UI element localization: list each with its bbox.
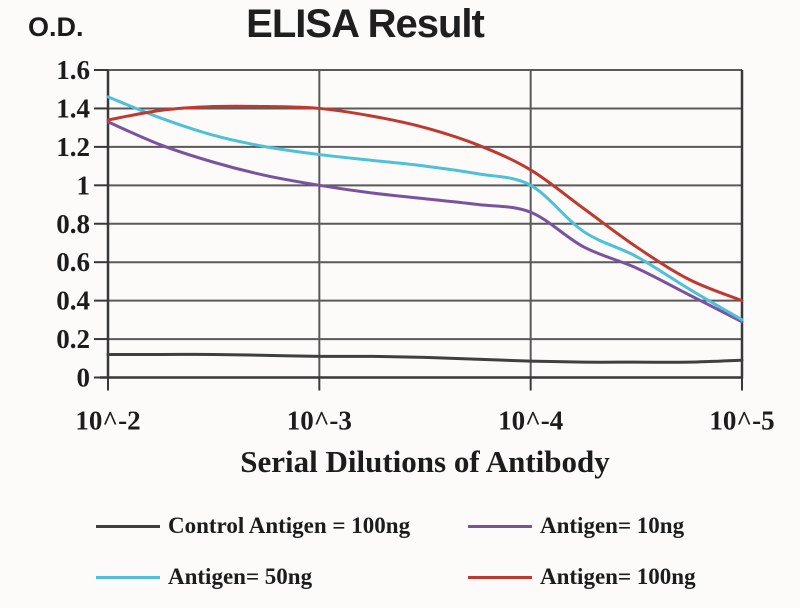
series-curve-3	[106, 104, 744, 303]
x-axis-label: Serial Dilutions of Antibody	[240, 444, 610, 479]
legend-item: Antigen= 50ng	[96, 557, 312, 597]
legend-label: Antigen= 50ng	[168, 564, 313, 589]
legend-line-swatch	[96, 575, 160, 579]
y-tick-label: 1	[77, 170, 91, 200]
y-tick-label: 0.4	[56, 286, 90, 316]
plot-area: 0 0.2 0.4 0.6 0.8 1 1.2 1.4 1.6 10^-2 10^-3 10^-4 10…	[56, 55, 774, 436]
legend-label: Control Antigen = 100ng	[168, 513, 411, 538]
legend-item: Control Antigen = 100ng	[96, 506, 410, 546]
x-tick-label: 10^-2	[75, 406, 140, 436]
series-curve-2	[106, 95, 744, 322]
series-curve-1	[106, 120, 744, 324]
legend-item: Antigen= 100ng	[468, 557, 696, 597]
legend-label: Antigen= 100ng	[540, 564, 696, 589]
legend-item: Antigen= 10ng	[468, 506, 684, 546]
y-tick-label: 1.2	[56, 132, 90, 162]
y-tick-label: 0.2	[56, 324, 90, 354]
legend-line-swatch	[468, 524, 532, 528]
legend-line-swatch	[468, 575, 532, 579]
chart-title: ELISA Result	[246, 2, 485, 46]
y-axis-label: O.D.	[28, 12, 84, 42]
x-tick-label: 10^-3	[287, 406, 352, 436]
x-tick-label: 10^-5	[709, 406, 774, 436]
legend: Control Antigen = 100ng Antigen= 10ng Anti…	[0, 506, 800, 608]
y-tick-label: 0.6	[56, 247, 90, 277]
legend-line-swatch	[96, 524, 160, 528]
y-tick-label: 0	[77, 363, 91, 393]
legend-row-0: Control Antigen = 100ng Antigen= 10ng	[0, 506, 800, 557]
series-curve-0	[106, 352, 744, 364]
x-tick-label: 10^-4	[498, 406, 563, 436]
legend-label: Antigen= 10ng	[540, 513, 685, 538]
y-tick-label: 1.4	[56, 93, 90, 123]
legend-row-1: Antigen= 50ng Antigen= 100ng	[0, 557, 800, 608]
y-tick-label: 1.6	[56, 55, 90, 85]
y-tick-label: 0.8	[56, 209, 90, 239]
